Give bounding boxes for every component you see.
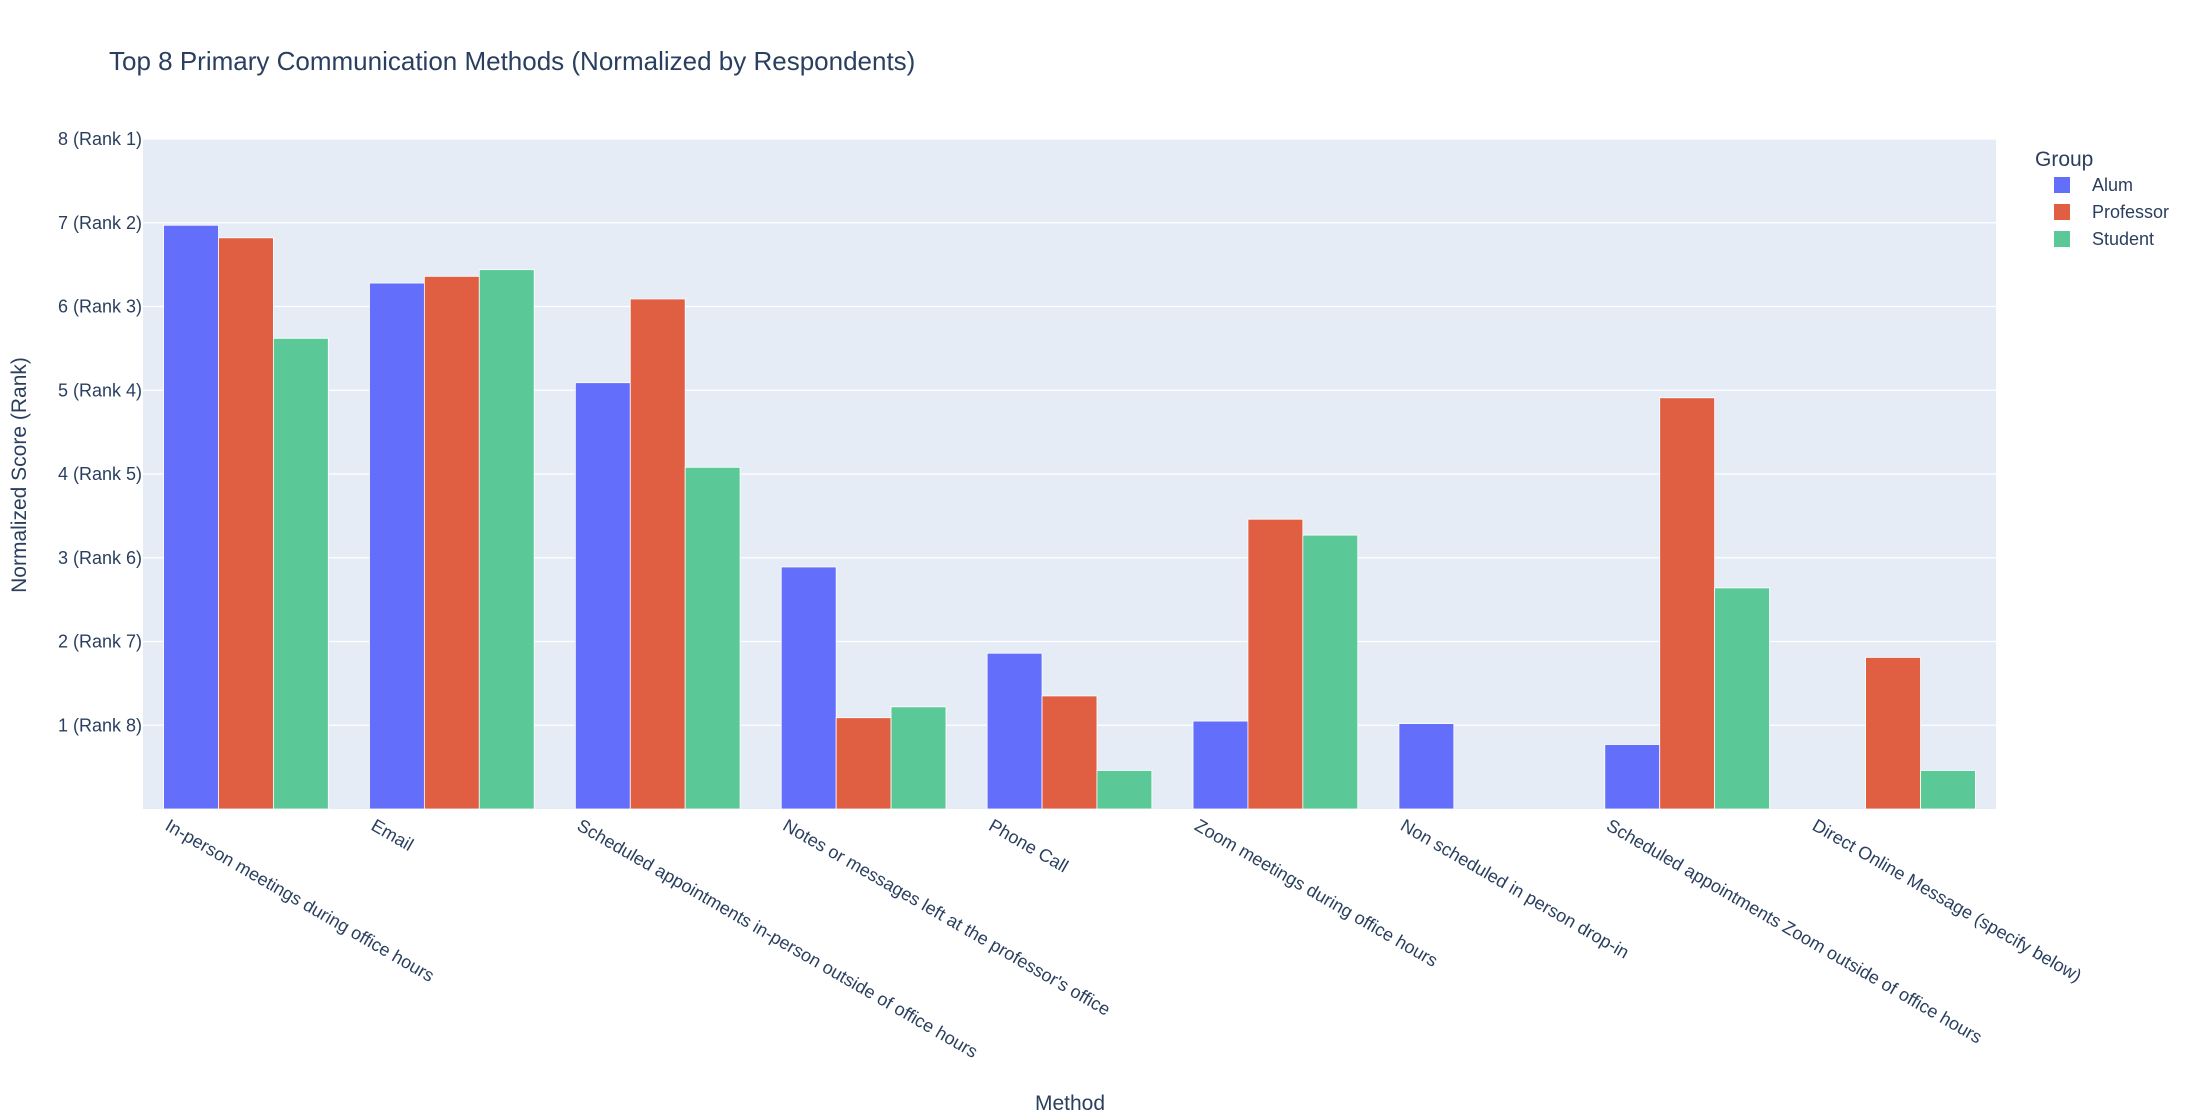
bar-alum xyxy=(369,282,425,810)
x-tick-label: Scheduled appointments in-person outside… xyxy=(574,815,981,1062)
x-tick-label: Notes or messages left at the professor'… xyxy=(780,815,1114,1019)
bar-student xyxy=(1096,770,1153,810)
legend-title: Group xyxy=(2035,148,2093,171)
legend-swatch-student xyxy=(2054,231,2070,247)
legend-swatch-alum xyxy=(2054,177,2070,193)
legend-swatch-professor xyxy=(2054,204,2070,220)
bar-alum xyxy=(780,566,837,810)
legend: Group Alum Professor Student xyxy=(2035,148,2169,249)
bar-alum xyxy=(1398,723,1455,810)
bar-student xyxy=(684,466,741,810)
y-axis-title: Normalized Score (Rank) xyxy=(8,357,31,593)
bar-student xyxy=(890,706,947,810)
x-tick-label: Scheduled appointments Zoom outside of o… xyxy=(1603,815,1985,1047)
y-tick-label: 3 (Rank 6) xyxy=(58,548,142,568)
bar-alum xyxy=(1604,744,1661,810)
x-tick-label: Zoom meetings during office hours xyxy=(1191,815,1441,971)
bar-alum xyxy=(986,652,1043,810)
bar-professor xyxy=(835,717,892,810)
x-axis-title: Method xyxy=(1035,1092,1105,1115)
bar-professor xyxy=(1659,397,1716,810)
bar-professor xyxy=(423,275,480,810)
x-tick-label: Non scheduled in person drop-in xyxy=(1397,815,1632,962)
chart-title: Top 8 Primary Communication Methods (Nor… xyxy=(109,46,915,76)
bars xyxy=(163,224,1976,810)
bar-professor xyxy=(1041,695,1098,810)
y-tick-label: 8 (Rank 1) xyxy=(58,129,142,149)
legend-label-student: Student xyxy=(2092,229,2154,249)
y-tick-label: 4 (Rank 5) xyxy=(58,464,142,484)
legend-label-alum: Alum xyxy=(2092,175,2133,195)
legend-label-professor: Professor xyxy=(2092,202,2169,222)
y-tick-label: 1 (Rank 8) xyxy=(58,715,142,735)
y-tick-label: 6 (Rank 3) xyxy=(58,297,142,317)
bar-professor xyxy=(1247,518,1304,810)
bar-alum xyxy=(574,382,631,810)
bar-student xyxy=(1920,770,1976,810)
x-tick-label: Phone Call xyxy=(986,815,1072,876)
x-tick-label: Email xyxy=(368,815,417,855)
bar-student xyxy=(1714,587,1770,810)
y-tick-label: 7 (Rank 2) xyxy=(58,213,142,233)
bar-professor xyxy=(218,237,274,810)
y-tick-label: 2 (Rank 7) xyxy=(58,632,142,652)
bar-student xyxy=(272,337,329,810)
y-axis-ticks: 1 (Rank 8) 2 (Rank 7) 3 (Rank 6) 4 (Rank 5)… xyxy=(58,129,142,735)
bar-professor xyxy=(1865,657,1921,810)
bar-student xyxy=(1302,534,1359,810)
bar-student xyxy=(478,269,535,810)
x-axis-ticks: In-person meetings during office hoursEm… xyxy=(162,815,2085,1062)
bar-alum xyxy=(1192,720,1249,810)
y-tick-label: 5 (Rank 4) xyxy=(58,380,142,400)
bar-alum xyxy=(163,224,219,810)
bar-professor xyxy=(629,298,686,810)
